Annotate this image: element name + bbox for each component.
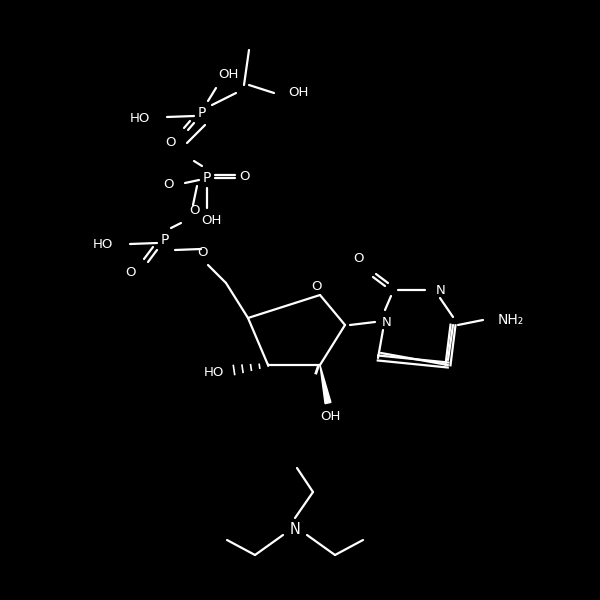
Text: N: N [290,523,301,538]
Text: O: O [164,179,174,191]
Text: O: O [353,251,363,265]
Text: OH: OH [320,410,340,424]
Text: OH: OH [288,86,308,100]
Text: NH₂: NH₂ [498,313,524,327]
Text: O: O [311,280,321,293]
Text: OH: OH [218,68,238,82]
Text: O: O [190,203,200,217]
Text: N: N [382,316,392,329]
Text: O: O [165,136,175,149]
Text: OH: OH [201,214,221,226]
Text: HO: HO [204,365,224,379]
Text: HO: HO [92,238,113,251]
Text: O: O [198,247,208,259]
Text: N: N [436,283,446,296]
Text: HO: HO [130,112,150,124]
Polygon shape [320,365,331,404]
Text: O: O [240,169,250,182]
Text: P: P [198,106,206,120]
Text: O: O [125,266,135,280]
Text: P: P [203,171,211,185]
Text: P: P [161,233,169,247]
